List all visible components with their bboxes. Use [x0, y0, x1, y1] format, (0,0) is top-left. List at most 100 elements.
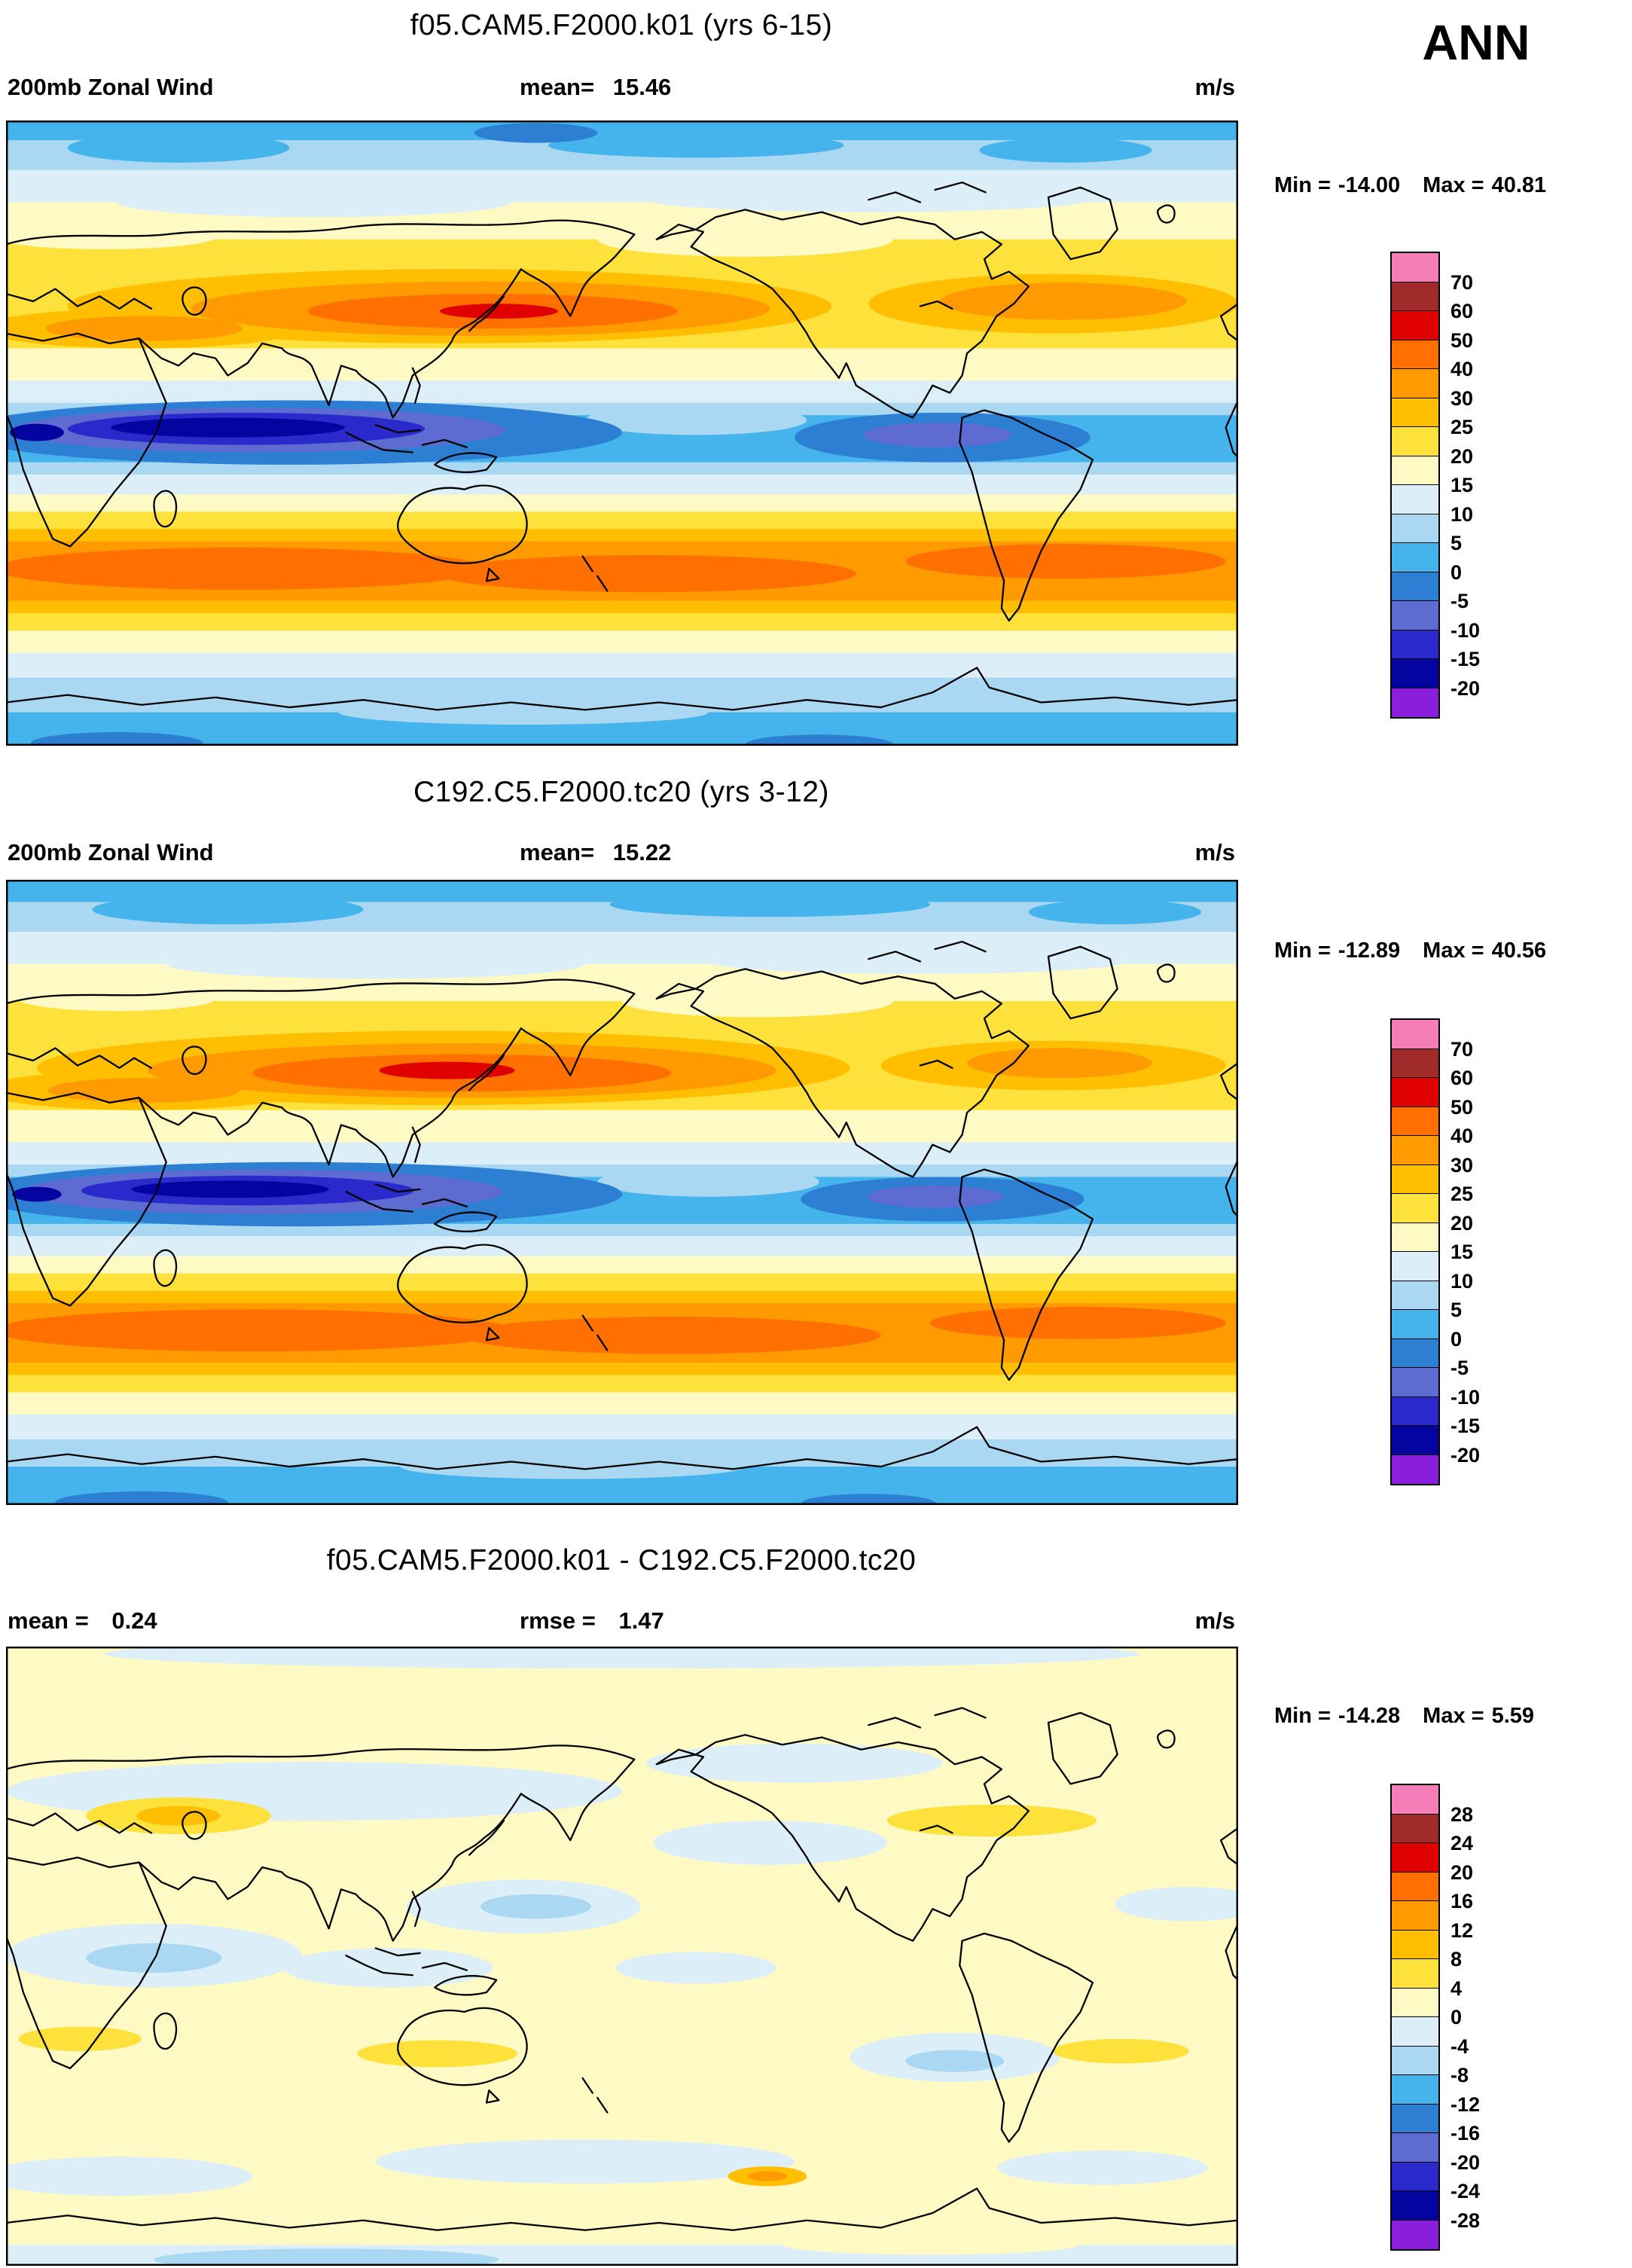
panel3-min-value: -14.28: [1338, 1704, 1401, 1728]
colorbar-tick-label: -5: [1450, 1357, 1469, 1379]
colorbar-cell: [1392, 659, 1438, 688]
colorbar-cell: [1392, 456, 1438, 485]
colorbar-cell: [1392, 2046, 1438, 2075]
colorbar-cell: [1392, 1194, 1438, 1223]
panel3-mean-label: mean =: [8, 1607, 89, 1634]
colorbar-cell: [1392, 630, 1438, 659]
colorbar-tick-label: 4: [1450, 1976, 1463, 2000]
contour-fill-case1: [6, 121, 1238, 746]
colorbar-tick-label: -4: [1450, 2034, 1469, 2058]
colorbar-cell: [1392, 1872, 1438, 1901]
colorbar-tick-label: 40: [1450, 358, 1474, 380]
panel1-colorbar: 70 60 50 40 30 25 20 15 10 5 0 -5 -10 -15 -20: [1390, 252, 1480, 719]
colorbar-tick-label: -24: [1450, 2180, 1481, 2202]
panel2-units: m/s: [1194, 839, 1235, 865]
panel3-rmse-value: 1.47: [618, 1607, 664, 1634]
contour-fill-case2: [6, 880, 1238, 1505]
colorbar-cell: [1392, 1988, 1438, 2017]
colorbar-cell: [1392, 1165, 1438, 1194]
colorbar-tick-label: 40: [1450, 1125, 1474, 1147]
colorbar-tick-label: 5: [1450, 1299, 1463, 1321]
panel2-mean-label: mean=: [520, 839, 595, 865]
panel2-mean: mean= 15.22: [520, 839, 671, 866]
colorbar-cell: [1392, 1426, 1438, 1455]
panel2-colorbar: 70 60 50 40 30 25 20 15 10 5 0 -5 -10 -15 -20: [1390, 1018, 1480, 1485]
map-difference: [6, 1647, 1238, 2266]
colorbar-cell: [1392, 514, 1438, 543]
map-case1: [6, 121, 1238, 746]
colorbar-tick-labels: 28 24 20 16 12 8 4 0 -4 -8 -12 -16 -20 -24 -28: [1390, 1785, 1496, 2252]
colorbar-cell: [1392, 427, 1438, 456]
panel3-max-value: 5.59: [1491, 1704, 1535, 1728]
colorbar-tick-label: -10: [1450, 1385, 1481, 1409]
panel1-max-label: Max =: [1423, 173, 1484, 197]
panel1-mean: mean= 15.46: [520, 74, 671, 101]
panel1-units: m/s: [1194, 74, 1235, 100]
colorbar-tick-label: -5: [1450, 590, 1469, 612]
colorbar-tick-label: 30: [1450, 386, 1474, 410]
colorbar-tick-label: -20: [1450, 676, 1481, 700]
colorbar-tick-label: -16: [1450, 2122, 1481, 2144]
colorbar-tick-labels: 70 60 50 40 30 25 20 15 10 5 0 -5 -10 -15 -20: [1390, 253, 1496, 720]
colorbar-cell: [1392, 485, 1438, 514]
panel2-max-label: Max =: [1423, 939, 1484, 963]
colorbar-cell: [1392, 1020, 1438, 1049]
colorbar-tick-label: 0: [1450, 1327, 1463, 1351]
colorbar-cell: [1392, 1959, 1438, 1989]
map-border: [6, 880, 1238, 1505]
panel3-rmse-label: rmse =: [520, 1607, 596, 1634]
colorbar-cell: [1392, 1252, 1438, 1281]
colorbar-cell: [1392, 2220, 1438, 2249]
colorbar-tick-label: 25: [1450, 416, 1474, 438]
colorbar-cell: [1392, 688, 1438, 717]
panel1-minmax: Min = -14.00 Max = 40.81: [1274, 173, 1546, 198]
panel3-max-label: Max =: [1423, 1704, 1484, 1728]
colorbar-cells: [1390, 1018, 1440, 1485]
colorbar-cell: [1392, 1785, 1438, 1815]
panel3-units: m/s: [1194, 1607, 1235, 1634]
colorbar-cell: [1392, 1136, 1438, 1165]
colorbar-tick-label: 24: [1450, 1832, 1474, 1854]
colorbar-tick-label: -28: [1450, 2208, 1481, 2232]
colorbar-tick-label: 60: [1450, 1067, 1474, 1089]
colorbar-tick-labels: 70 60 50 40 30 25 20 15 10 5 0 -5 -10 -15 -20: [1390, 1020, 1496, 1487]
colorbar-tick-label: 16: [1450, 1890, 1474, 1912]
colorbar-cell: [1392, 1397, 1438, 1426]
coastlines: [6, 182, 1238, 711]
map-case2: [6, 880, 1238, 1505]
colorbar-cell: [1392, 1281, 1438, 1310]
colorbar-cells: [1390, 1784, 1440, 2251]
panel3-colorbar: 28 24 20 16 12 8 4 0 -4 -8 -12 -16 -20 -24 -28: [1390, 1784, 1480, 2251]
colorbar-tick-label: 70: [1450, 1037, 1474, 1061]
colorbar-cell: [1392, 1049, 1438, 1078]
colorbar-cell: [1392, 1107, 1438, 1136]
colorbar-tick-label: 5: [1450, 532, 1463, 554]
coastlines: [6, 941, 1238, 1470]
colorbar-cell: [1392, 601, 1438, 630]
colorbar-cell: [1392, 2075, 1438, 2105]
panel3-mean: mean = 0.24: [8, 1607, 157, 1635]
colorbar-tick-label: -10: [1450, 618, 1481, 642]
panel1-min-label: Min =: [1274, 173, 1331, 197]
colorbar-tick-label: 60: [1450, 300, 1474, 322]
colorbar-cell: [1392, 2133, 1438, 2163]
colorbar-cell: [1392, 369, 1438, 398]
colorbar-tick-label: 10: [1450, 1269, 1474, 1293]
colorbar-cell: [1392, 1814, 1438, 1843]
colorbar-cell: [1392, 311, 1438, 340]
contour-fill-difference: [6, 1647, 1238, 2266]
colorbar-tick-label: 0: [1450, 2006, 1463, 2028]
panel1-title: f05.CAM5.F2000.k01 (yrs 6-15): [410, 9, 833, 41]
map-border: [6, 1647, 1238, 2266]
colorbar-tick-label: 15: [1450, 1241, 1474, 1263]
colorbar-cells: [1390, 252, 1440, 719]
panel3-minmax: Min = -14.28 Max = 5.59: [1274, 1704, 1534, 1729]
season-label: ANN: [1422, 14, 1530, 70]
colorbar-tick-label: 30: [1450, 1153, 1474, 1177]
colorbar-cell: [1392, 1455, 1438, 1484]
panel2-minmax: Min = -12.89 Max = 40.56: [1274, 939, 1546, 963]
colorbar-cell: [1392, 1930, 1438, 1959]
map-border: [6, 121, 1238, 746]
panel2-min-value: -12.89: [1338, 939, 1401, 963]
colorbar-tick-label: 20: [1450, 1860, 1474, 1884]
